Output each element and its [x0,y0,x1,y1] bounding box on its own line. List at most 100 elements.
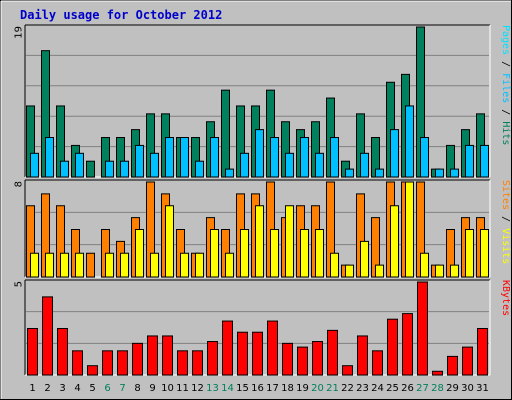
scale-label: 19 [13,26,24,39]
bar-files-29 [450,168,459,178]
bar-visits-10 [165,205,174,278]
x-tick-15: 15 [236,383,249,394]
bar-kbytes-10 [162,335,173,376]
bar-visits-13 [210,229,219,278]
bar-kbytes-26 [402,313,413,376]
x-tick-9: 9 [149,383,155,394]
x-tick-24: 24 [371,383,384,394]
bar-visits-31 [480,229,489,278]
bar-files-25 [390,129,399,178]
x-tick-28: 28 [431,383,444,394]
x-tick-13: 13 [206,383,219,394]
scale-label: 5 [13,281,24,287]
bar-visits-22 [345,264,354,278]
x-tick-11: 11 [176,383,189,394]
x-tick-30: 30 [461,383,474,394]
bar-visits-24 [375,264,384,278]
bar-files-20 [315,152,324,178]
bar-visits-23 [360,240,369,278]
bar-files-24 [375,168,384,178]
x-tick-22: 22 [341,383,354,394]
bar-kbytes-8 [132,342,143,376]
bar-files-12 [195,160,204,178]
bar-visits-7 [120,252,129,278]
bar-kbytes-4 [72,350,83,376]
bar-visits-20 [315,229,324,278]
bar-kbytes-15 [237,331,248,376]
x-tick-29: 29 [446,383,459,394]
bar-files-3 [60,160,69,178]
x-tick-31: 31 [476,383,489,394]
side-legend: KBytes [500,280,511,316]
chart-title: Daily usage for October 2012 [20,8,222,22]
x-tick-14: 14 [221,383,234,394]
legend-separator: / [500,55,511,73]
bar-files-6 [105,160,114,178]
bar-visits-21 [330,252,339,278]
bar-files-30 [465,144,474,178]
x-tick-10: 10 [161,383,174,394]
bar-kbytes-1 [27,328,38,376]
bar-visits-14 [225,252,234,278]
bar-files-15 [240,152,249,178]
bar-visits-17 [270,229,279,278]
chart-panels: 19 Pages / Files / Hits 8 Sites / Visits 5 KB… [13,24,511,376]
bar-visits-4 [75,252,84,278]
bar-kbytes-18 [282,342,293,376]
panel-sites-visits: 8 Sites / Visits [13,179,511,278]
legend-visits: Visits [500,228,511,264]
bar-files-1 [30,152,39,178]
bar-files-26 [405,105,414,178]
bar-visits-8 [135,229,144,278]
bar-files-10 [165,137,174,178]
bar-kbytes-14 [222,320,233,376]
bar-files-14 [225,168,234,178]
x-tick-21: 21 [326,383,339,394]
bar-visits-18 [285,205,294,278]
bar-hits-5 [86,160,95,178]
bar-files-18 [285,152,294,178]
bar-visits-9 [150,252,159,278]
bar-visits-6 [105,252,114,278]
legend-files: Files [500,73,511,103]
bar-kbytes-20 [312,341,323,376]
scale-label: 8 [13,181,24,187]
x-tick-19: 19 [296,383,309,394]
bar-kbytes-9 [147,335,158,376]
x-tick-7: 7 [119,383,125,394]
panel-hits-files-pages: 19 Pages / Files / Hits [13,24,511,178]
side-legend: Pages / Files / Hits [500,25,511,145]
bar-kbytes-16 [252,331,263,376]
bar-kbytes-17 [267,320,278,376]
side-legend: Sites / Visits [500,180,511,264]
x-tick-2: 2 [44,383,50,394]
bar-files-22 [345,168,354,178]
x-tick-27: 27 [416,383,429,394]
bar-files-28 [435,168,444,178]
bar-files-13 [210,137,219,178]
bar-visits-15 [240,229,249,278]
bar-files-7 [120,160,129,178]
legend-pages: Pages [500,25,511,55]
bar-visits-12 [195,252,204,278]
x-tick-5: 5 [89,383,95,394]
bar-files-9 [150,152,159,178]
bar-kbytes-28 [432,370,443,376]
bar-files-31 [480,144,489,178]
bar-visits-25 [390,205,399,278]
bar-sites-5 [86,252,95,278]
bar-kbytes-29 [447,355,458,376]
bar-kbytes-11 [177,350,188,376]
bar-kbytes-22 [342,365,353,376]
bar-files-8 [135,144,144,178]
bar-visits-29 [450,264,459,278]
bar-kbytes-27 [417,281,428,376]
x-tick-3: 3 [59,383,65,394]
bar-kbytes-21 [327,329,338,376]
x-tick-8: 8 [134,383,140,394]
bar-kbytes-30 [462,346,473,376]
bar-kbytes-24 [372,350,383,376]
bar-visits-27 [420,252,429,278]
bar-visits-30 [465,229,474,278]
